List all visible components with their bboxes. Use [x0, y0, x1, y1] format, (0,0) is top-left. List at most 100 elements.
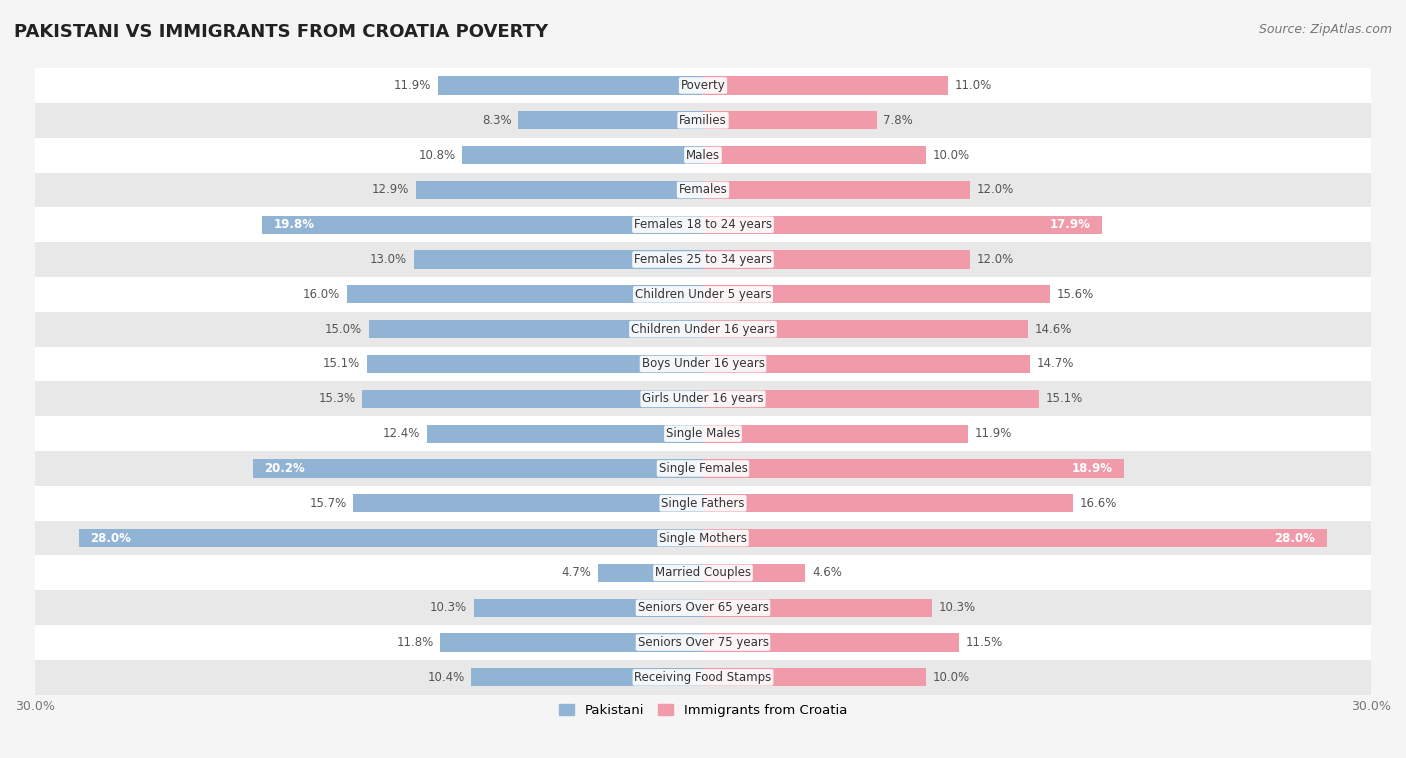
Text: 10.4%: 10.4% — [427, 671, 465, 684]
Bar — [35, 173, 1371, 208]
Bar — [80, 529, 703, 547]
Text: 13.0%: 13.0% — [370, 253, 406, 266]
Bar — [35, 138, 1371, 173]
Text: Males: Males — [686, 149, 720, 161]
Text: Seniors Over 75 years: Seniors Over 75 years — [637, 636, 769, 649]
Text: 10.0%: 10.0% — [932, 149, 970, 161]
Bar — [703, 285, 1050, 303]
Text: 10.3%: 10.3% — [430, 601, 467, 614]
Text: 12.0%: 12.0% — [977, 253, 1014, 266]
Text: 15.0%: 15.0% — [325, 323, 363, 336]
Bar — [427, 424, 703, 443]
Text: Children Under 5 years: Children Under 5 years — [634, 288, 772, 301]
Bar — [35, 346, 1371, 381]
Text: Source: ZipAtlas.com: Source: ZipAtlas.com — [1258, 23, 1392, 36]
Bar — [519, 111, 703, 130]
Text: 11.5%: 11.5% — [966, 636, 1002, 649]
Bar — [35, 277, 1371, 312]
Bar — [368, 320, 703, 338]
Bar — [262, 216, 703, 233]
Text: 15.6%: 15.6% — [1057, 288, 1094, 301]
Text: Single Fathers: Single Fathers — [661, 496, 745, 510]
Text: 10.8%: 10.8% — [419, 149, 456, 161]
Text: 15.1%: 15.1% — [323, 358, 360, 371]
Text: Boys Under 16 years: Boys Under 16 years — [641, 358, 765, 371]
Bar — [363, 390, 703, 408]
Text: 11.9%: 11.9% — [394, 79, 432, 92]
Text: PAKISTANI VS IMMIGRANTS FROM CROATIA POVERTY: PAKISTANI VS IMMIGRANTS FROM CROATIA POV… — [14, 23, 548, 41]
Bar — [703, 216, 1102, 233]
Bar — [35, 660, 1371, 695]
Bar — [703, 250, 970, 268]
Bar — [703, 77, 948, 95]
Bar — [703, 424, 967, 443]
Bar — [703, 181, 970, 199]
Text: Receiving Food Stamps: Receiving Food Stamps — [634, 671, 772, 684]
Bar — [463, 146, 703, 164]
Bar — [416, 181, 703, 199]
Text: Females: Females — [679, 183, 727, 196]
Bar — [703, 669, 925, 687]
Text: 16.6%: 16.6% — [1080, 496, 1116, 510]
Text: 15.1%: 15.1% — [1046, 393, 1083, 406]
Text: 12.0%: 12.0% — [977, 183, 1014, 196]
Bar — [35, 381, 1371, 416]
Bar — [35, 68, 1371, 103]
Bar — [703, 459, 1123, 478]
Bar — [35, 208, 1371, 242]
Bar — [703, 599, 932, 617]
Text: Females 18 to 24 years: Females 18 to 24 years — [634, 218, 772, 231]
Text: 4.6%: 4.6% — [813, 566, 842, 579]
Bar — [35, 521, 1371, 556]
Text: 16.0%: 16.0% — [302, 288, 340, 301]
Text: 11.8%: 11.8% — [396, 636, 433, 649]
Bar — [35, 451, 1371, 486]
Text: 10.0%: 10.0% — [932, 671, 970, 684]
Text: 4.7%: 4.7% — [562, 566, 592, 579]
Text: 12.9%: 12.9% — [371, 183, 409, 196]
Text: Girls Under 16 years: Girls Under 16 years — [643, 393, 763, 406]
Text: 7.8%: 7.8% — [883, 114, 912, 127]
Text: 10.3%: 10.3% — [939, 601, 976, 614]
Bar — [474, 599, 703, 617]
Bar — [703, 146, 925, 164]
Text: 19.8%: 19.8% — [273, 218, 314, 231]
Bar — [367, 355, 703, 373]
Bar — [471, 669, 703, 687]
Text: 11.9%: 11.9% — [974, 427, 1012, 440]
Bar — [35, 556, 1371, 590]
Bar — [35, 486, 1371, 521]
Text: Single Mothers: Single Mothers — [659, 531, 747, 544]
Bar — [703, 390, 1039, 408]
Text: 14.6%: 14.6% — [1035, 323, 1073, 336]
Bar — [35, 103, 1371, 138]
Text: Single Males: Single Males — [666, 427, 740, 440]
Bar — [35, 590, 1371, 625]
Text: Families: Families — [679, 114, 727, 127]
Text: 18.9%: 18.9% — [1071, 462, 1112, 475]
Text: 15.7%: 15.7% — [309, 496, 347, 510]
Text: 15.3%: 15.3% — [319, 393, 356, 406]
Bar — [703, 355, 1031, 373]
Text: Seniors Over 65 years: Seniors Over 65 years — [637, 601, 769, 614]
Text: 17.9%: 17.9% — [1050, 218, 1091, 231]
Bar — [353, 494, 703, 512]
Bar — [703, 529, 1326, 547]
Bar — [703, 634, 959, 652]
Text: 28.0%: 28.0% — [90, 531, 132, 544]
Text: 14.7%: 14.7% — [1038, 358, 1074, 371]
Bar — [35, 242, 1371, 277]
Bar — [703, 111, 877, 130]
Text: Poverty: Poverty — [681, 79, 725, 92]
Text: Married Couples: Married Couples — [655, 566, 751, 579]
Bar — [413, 250, 703, 268]
Bar — [35, 416, 1371, 451]
Text: 8.3%: 8.3% — [482, 114, 512, 127]
Text: Single Females: Single Females — [658, 462, 748, 475]
Bar — [347, 285, 703, 303]
Bar — [703, 320, 1028, 338]
Bar — [253, 459, 703, 478]
Bar — [599, 564, 703, 582]
Bar — [703, 564, 806, 582]
Text: Females 25 to 34 years: Females 25 to 34 years — [634, 253, 772, 266]
